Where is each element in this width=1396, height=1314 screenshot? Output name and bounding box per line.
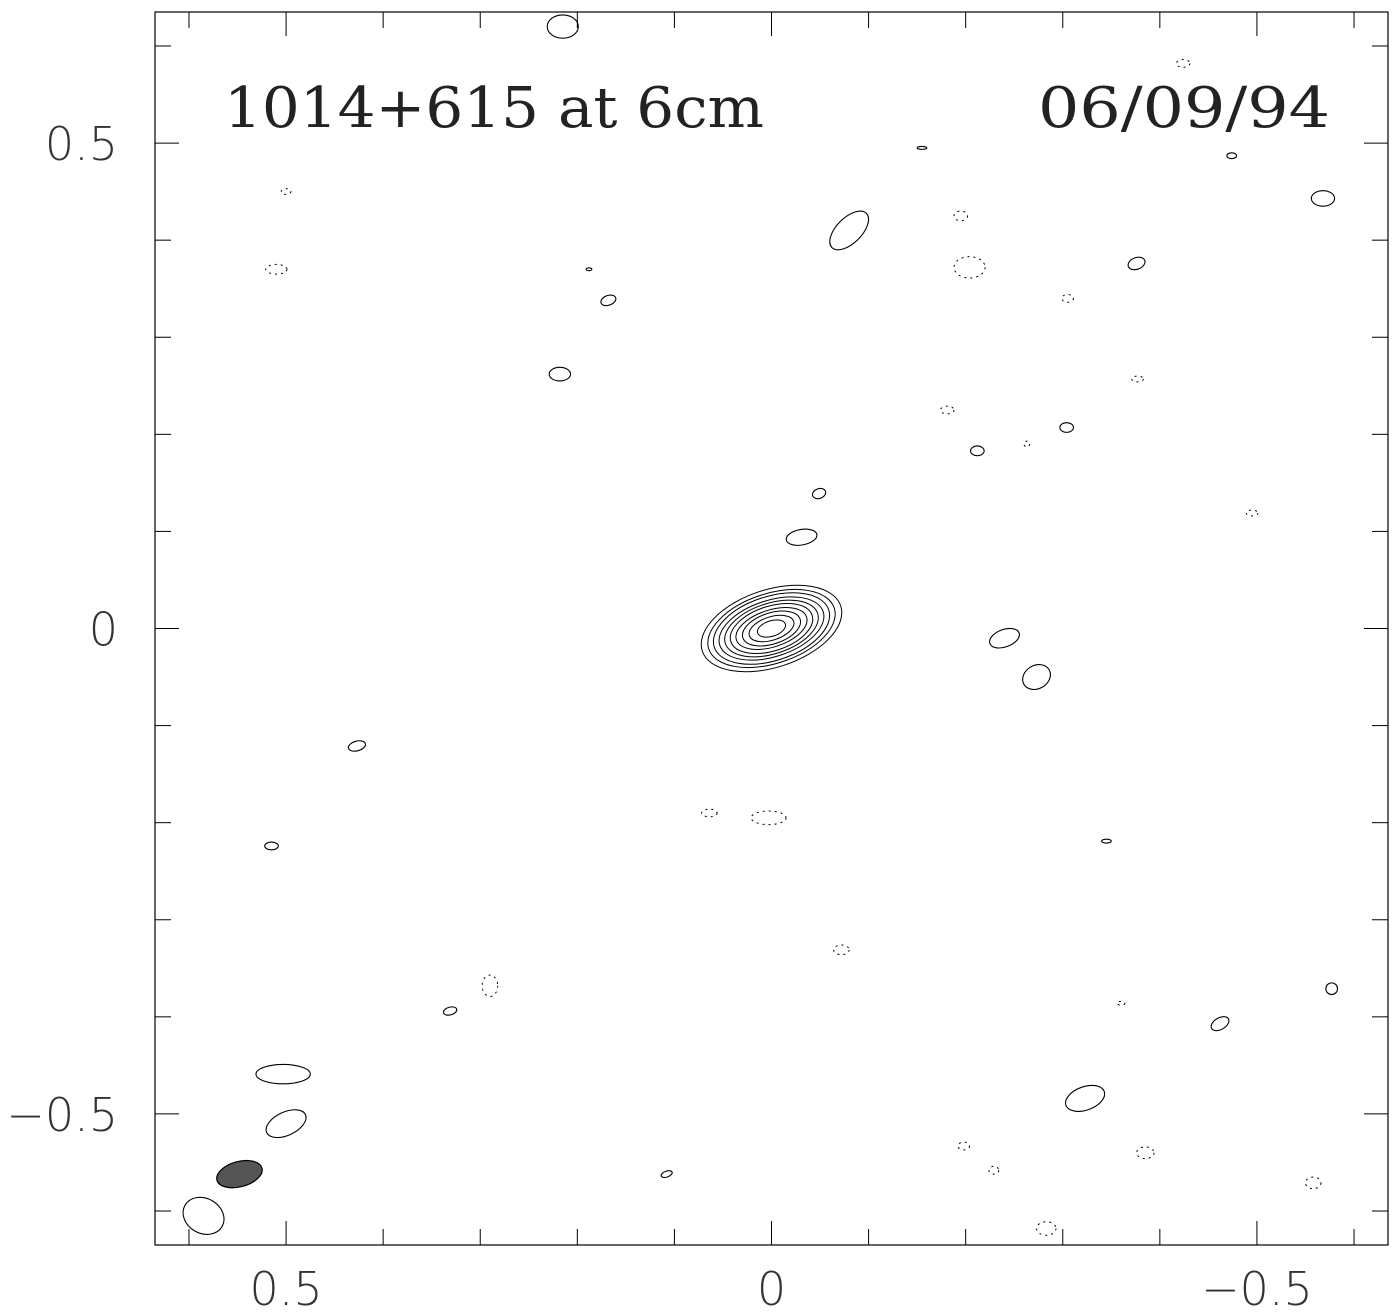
positive-contour	[1064, 1084, 1106, 1112]
axis-ticks	[155, 12, 1388, 1245]
negative-contour	[1245, 509, 1259, 517]
contour-lines	[182, 14, 1339, 1236]
positive-contour	[1101, 838, 1112, 844]
chart-title-right: 06/09/94	[1038, 76, 1330, 141]
negative-contour	[939, 405, 955, 415]
positive-contour	[182, 1196, 225, 1235]
axis-tick-labels: 0.5 0 −0.5 0.5 0 −0.5	[6, 117, 1312, 1314]
core-contour	[741, 610, 802, 647]
positive-contour	[1226, 152, 1238, 160]
y-tick-label: 0	[89, 603, 118, 657]
core-contour	[756, 619, 787, 638]
negative-contour	[957, 1141, 971, 1151]
positive-contour	[829, 210, 870, 251]
positive-contour	[989, 627, 1020, 649]
negative-contour	[1036, 1221, 1057, 1236]
negative-contour	[1304, 1176, 1322, 1190]
negative-contour	[988, 1165, 1000, 1175]
y-tick-label: 0.5	[45, 117, 118, 171]
positive-contour	[255, 1063, 311, 1085]
negative-contour	[1023, 440, 1031, 448]
negative-contour	[750, 810, 787, 826]
plot-frame	[154, 11, 1389, 1246]
positive-contour	[265, 1109, 307, 1139]
negative-contour	[1131, 375, 1144, 383]
core-contour	[718, 596, 825, 661]
positive-contour	[1325, 982, 1339, 996]
negative-contour	[953, 256, 986, 279]
positive-contour	[548, 366, 572, 382]
positive-contour	[264, 841, 279, 851]
negative-contour	[953, 210, 969, 222]
core-contour	[748, 614, 795, 643]
core-contour	[700, 584, 843, 673]
positive-contour	[785, 528, 818, 546]
positive-contour	[1310, 190, 1336, 207]
positive-contour	[1127, 256, 1146, 271]
negative-contour	[280, 188, 292, 196]
beam-ellipse	[216, 1159, 263, 1189]
negative-contour	[1136, 1146, 1155, 1160]
positive-contour	[916, 145, 928, 150]
positive-contour	[660, 1170, 673, 1179]
core-contour	[724, 599, 819, 658]
x-tick-label: 0	[757, 1262, 786, 1314]
negative-contour	[1116, 1000, 1126, 1006]
positive-contour	[442, 1006, 458, 1016]
negative-contour	[481, 974, 499, 997]
positive-contour	[969, 445, 985, 457]
y-tick-label: −0.5	[6, 1088, 118, 1142]
negative-contour	[701, 808, 718, 818]
core-contour	[712, 592, 831, 665]
positive-contour	[1059, 422, 1074, 433]
positive-contour	[585, 267, 593, 272]
negative-contour	[1175, 59, 1191, 68]
x-tick-label: 0.5	[249, 1262, 322, 1314]
positive-contour	[811, 487, 827, 500]
positive-contour	[546, 14, 579, 39]
positive-contour	[1210, 1016, 1230, 1032]
core-contour	[735, 607, 808, 650]
positive-contour	[1022, 664, 1051, 691]
positive-contour	[600, 294, 617, 307]
core-contour	[729, 602, 814, 655]
x-tick-label: −0.5	[1201, 1262, 1313, 1314]
chart-title-left: 1014+615 at 6cm	[224, 76, 764, 141]
negative-contour	[265, 263, 288, 275]
core-contour	[707, 588, 836, 669]
negative-contour	[833, 944, 850, 956]
positive-contour	[347, 740, 367, 752]
negative-contour	[1061, 294, 1074, 303]
